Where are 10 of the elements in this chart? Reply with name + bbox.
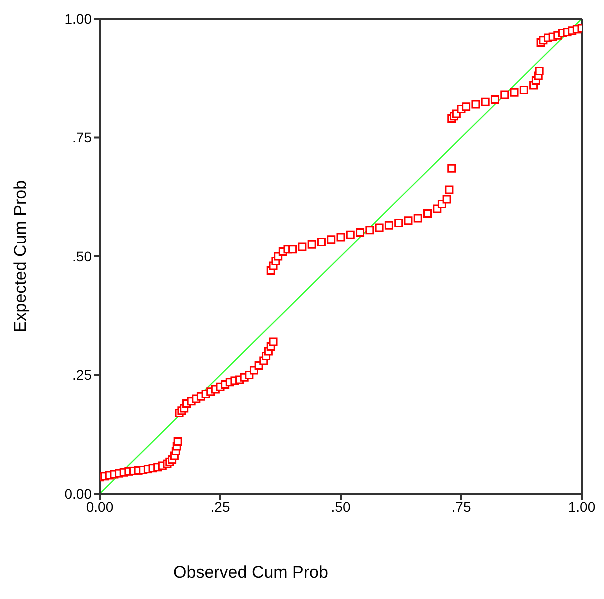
x-axis-title: Observed Cum Prob xyxy=(174,563,328,582)
x-tick-label: .75 xyxy=(452,498,472,515)
x-tick-label: 1.00 xyxy=(568,498,596,515)
y-tick-label: 1.00 xyxy=(64,10,92,27)
y-tick-label: .75 xyxy=(72,130,92,146)
y-tick-label: .50 xyxy=(72,248,92,264)
x-tick-label: .50 xyxy=(331,498,351,515)
y-axis-title: Expected Cum Prob xyxy=(11,180,30,333)
y-tick-label: .25 xyxy=(72,367,92,384)
x-tick-label: .25 xyxy=(210,498,230,515)
